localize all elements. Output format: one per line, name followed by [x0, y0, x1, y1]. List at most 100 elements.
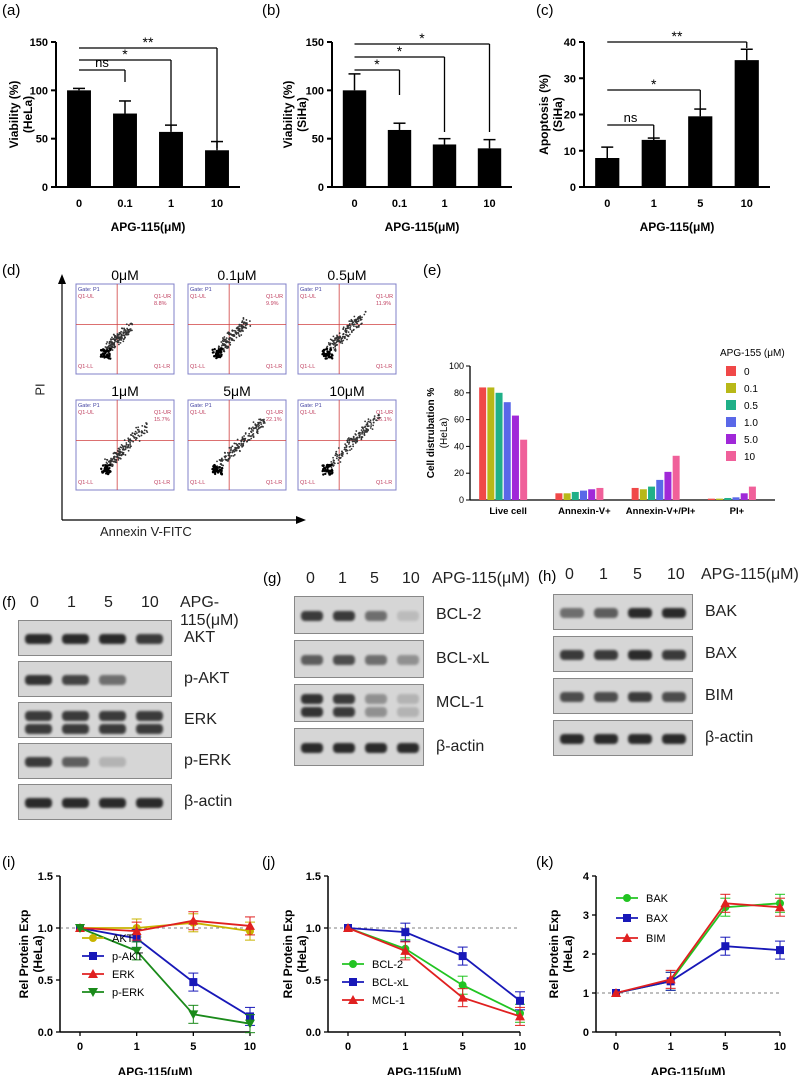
drug-label: APG-115(μM) — [701, 566, 799, 583]
flow-dot — [352, 445, 355, 448]
band — [25, 711, 52, 721]
ur-value: 11.9% — [376, 301, 391, 307]
flow-dot — [242, 322, 245, 325]
flow-dot — [262, 419, 265, 422]
flow-dot — [372, 421, 375, 424]
flow-dot — [256, 431, 259, 434]
gate-label: Gate: P1 — [190, 403, 212, 409]
bar-10 — [596, 487, 604, 500]
x-tick-label: 0.1 — [117, 198, 132, 210]
legend-marker — [348, 995, 358, 1004]
legend-label: BAK — [646, 893, 669, 905]
flow-dot — [223, 340, 225, 343]
band — [594, 650, 618, 660]
bar-10 — [672, 455, 680, 500]
ur-value: 8.8% — [154, 301, 167, 307]
quadrant-label: Q1-LR — [266, 480, 282, 486]
flow-dot — [116, 455, 119, 457]
flow-dot — [115, 452, 118, 455]
flow-dot — [216, 351, 219, 354]
y-tick-label: 0 — [459, 495, 464, 505]
blot-strip-BCL-xL — [294, 640, 424, 678]
legend-label: AKT — [112, 933, 134, 945]
flow-dot — [367, 420, 370, 423]
band — [62, 724, 89, 734]
flow-dot — [328, 343, 331, 346]
sig-label: ns — [95, 55, 109, 70]
flow-dot — [240, 334, 243, 336]
y-tick-label: 150 — [30, 37, 48, 49]
flow-y-axis-label: PI — [32, 383, 48, 396]
flow-dot — [123, 328, 126, 331]
x-tick-label: 0 — [345, 1041, 351, 1053]
quadrant-label: Q1-LR — [376, 480, 392, 486]
band — [662, 608, 686, 618]
flow-dot — [324, 472, 327, 476]
flow-dot — [223, 336, 226, 338]
flow-dot — [322, 473, 325, 476]
flow-dot — [256, 429, 259, 431]
flow-dot — [143, 432, 146, 435]
flow-dot — [332, 346, 335, 349]
flow-dot — [346, 441, 349, 444]
flow-dot — [129, 446, 131, 449]
flow-dot — [229, 336, 231, 339]
band — [333, 655, 355, 665]
x-tick-label: 0 — [351, 198, 357, 210]
flow-dot — [132, 440, 135, 443]
flow-dot — [225, 338, 227, 341]
band — [301, 707, 323, 717]
flow-dot — [259, 418, 262, 421]
flow-dot — [324, 357, 327, 360]
band — [62, 757, 89, 767]
band — [301, 611, 323, 621]
x-axis-label: APG-115(μM) — [640, 220, 715, 234]
flow-dot — [101, 348, 105, 351]
x-tick-label: 5 — [697, 198, 703, 210]
flow-dot — [225, 458, 228, 461]
flow-dot — [362, 429, 365, 431]
flow-dot — [233, 329, 236, 332]
dose-label: 5 — [633, 566, 642, 583]
flow-dot — [260, 423, 263, 426]
flow-dot — [343, 335, 346, 338]
flow-dot — [104, 469, 107, 473]
x-tick-label: 1 — [668, 1041, 674, 1053]
flow-dot — [101, 352, 105, 355]
legend-label: BAX — [646, 913, 669, 925]
flow-dot — [233, 450, 236, 453]
band — [99, 675, 126, 685]
flow-dot — [227, 460, 229, 462]
flow-dot — [242, 442, 245, 445]
flow-dot — [360, 438, 363, 441]
flow-dot — [228, 454, 231, 457]
y-axis-label: Viability (%) — [281, 81, 295, 149]
y-axis-label: Viability (%) — [7, 81, 21, 149]
marker-ERK — [188, 915, 199, 925]
band — [560, 608, 584, 618]
protein-label-β-actin: β-actin — [436, 738, 485, 755]
flow-dot — [346, 324, 349, 327]
x-tick-label: 0 — [76, 198, 82, 210]
flow-dot — [116, 453, 119, 456]
flow-dot — [331, 342, 334, 345]
marker-BCL-2 — [458, 981, 467, 990]
flow-dot — [114, 340, 117, 342]
flow-dot — [106, 471, 109, 474]
flow-dot — [119, 446, 122, 449]
quadrant-label: Q1-UL — [190, 294, 206, 300]
flow-dot — [128, 330, 131, 333]
y-tick-label: 20 — [454, 468, 464, 478]
flow-dot — [212, 351, 215, 354]
flow-title: 0μM — [111, 267, 139, 283]
flow-dot — [99, 348, 103, 352]
flow-dot — [327, 342, 330, 344]
flow-dot — [112, 333, 115, 336]
flow-dot — [118, 333, 121, 336]
legend-marker — [89, 952, 97, 960]
flow-dot — [133, 433, 136, 435]
flow-dot — [212, 465, 215, 468]
bar-10 — [734, 60, 759, 187]
legend-marker — [88, 988, 98, 997]
flow-dot — [334, 338, 336, 340]
